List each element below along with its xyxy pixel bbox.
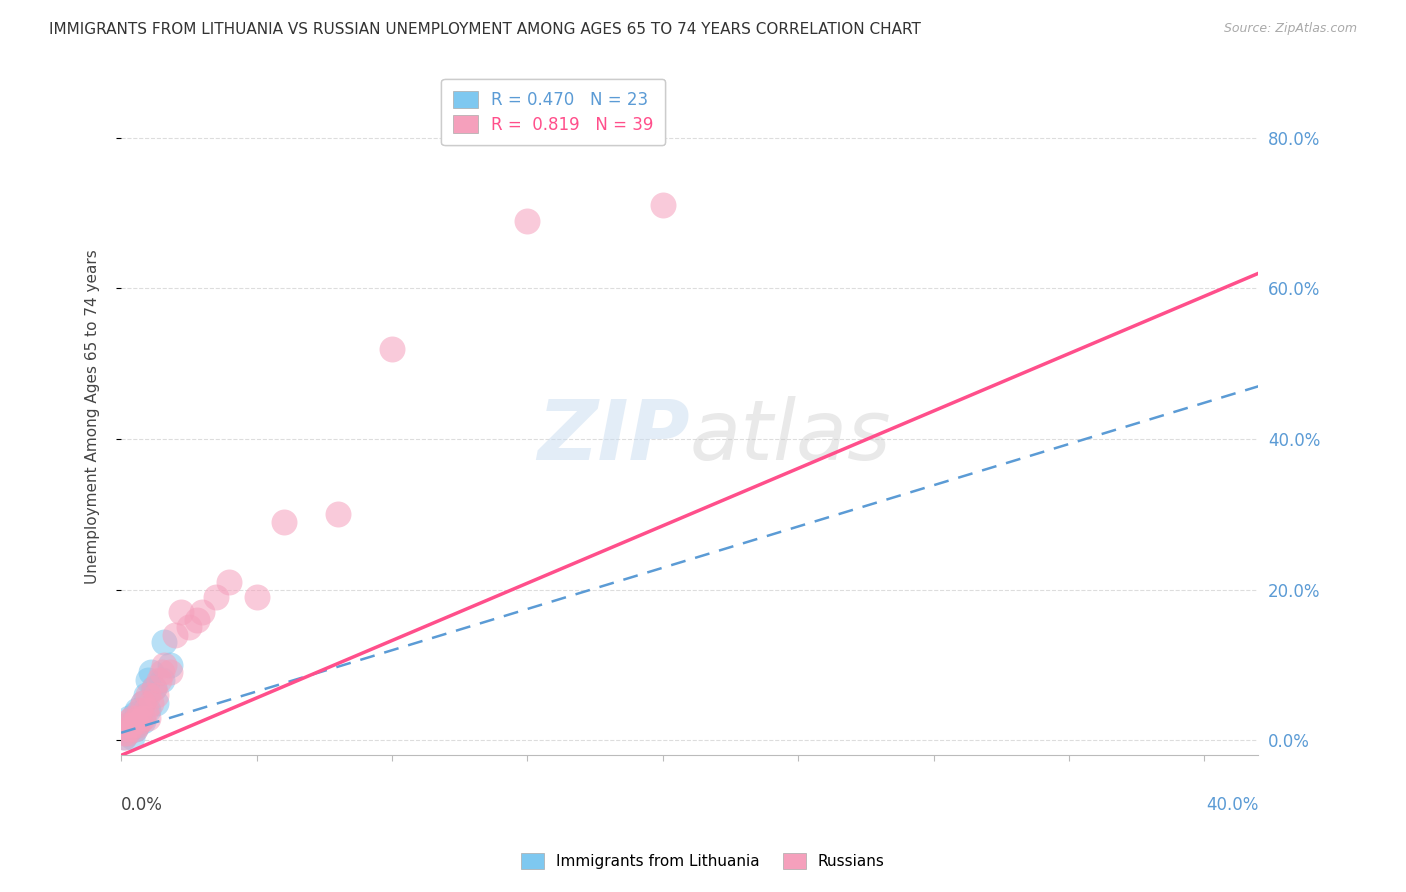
Y-axis label: Unemployment Among Ages 65 to 74 years: Unemployment Among Ages 65 to 74 years [86,249,100,583]
Text: atlas: atlas [690,396,891,477]
Point [124,714,146,729]
Point [136,688,159,702]
Point [132,711,155,725]
Point [127,718,149,732]
Point [124,722,146,736]
Point [205,590,228,604]
Point [139,696,162,710]
Point [381,342,404,356]
Point [121,730,143,744]
Point [127,718,149,732]
Text: IMMIGRANTS FROM LITHUANIA VS RUSSIAN UNEMPLOYMENT AMONG AGES 65 TO 74 YEARS CORR: IMMIGRANTS FROM LITHUANIA VS RUSSIAN UNE… [49,22,921,37]
Point [112,730,135,744]
Point [124,706,146,721]
Point [245,590,267,604]
Point [145,696,167,710]
Point [129,714,152,729]
Point [132,714,155,729]
Point [121,711,143,725]
Point [165,628,187,642]
Point [115,725,138,739]
Point [127,703,149,717]
Point [134,703,156,717]
Point [115,718,138,732]
Point [153,635,176,649]
Point [159,665,181,680]
Point [139,665,162,680]
Point [136,703,159,717]
Point [132,696,155,710]
Point [142,681,165,695]
Point [118,722,141,736]
Point [516,213,538,227]
Text: 40.0%: 40.0% [1206,796,1258,814]
Point [112,725,135,739]
Point [159,657,181,672]
Point [150,673,173,687]
Legend: R = 0.470   N = 23, R =  0.819   N = 39: R = 0.470 N = 23, R = 0.819 N = 39 [441,79,665,145]
Point [273,515,295,529]
Point [177,620,200,634]
Point [134,688,156,702]
Legend: Immigrants from Lithuania, Russians: Immigrants from Lithuania, Russians [515,847,891,875]
Point [129,703,152,717]
Point [651,198,673,212]
Point [170,605,193,619]
Point [186,613,208,627]
Point [127,711,149,725]
Point [136,673,159,687]
Point [115,718,138,732]
Point [142,681,165,695]
Point [124,722,146,736]
Point [118,714,141,729]
Point [148,673,170,687]
Point [121,718,143,732]
Point [136,711,159,725]
Point [112,730,135,744]
Text: ZIP: ZIP [537,396,690,477]
Point [218,575,240,590]
Point [118,722,141,736]
Point [150,665,173,680]
Text: Source: ZipAtlas.com: Source: ZipAtlas.com [1223,22,1357,36]
Text: 0.0%: 0.0% [121,796,163,814]
Point [118,711,141,725]
Point [326,508,349,522]
Point [115,725,138,739]
Point [153,657,176,672]
Point [145,688,167,702]
Point [191,605,214,619]
Point [132,696,155,710]
Point [129,711,152,725]
Point [121,718,143,732]
